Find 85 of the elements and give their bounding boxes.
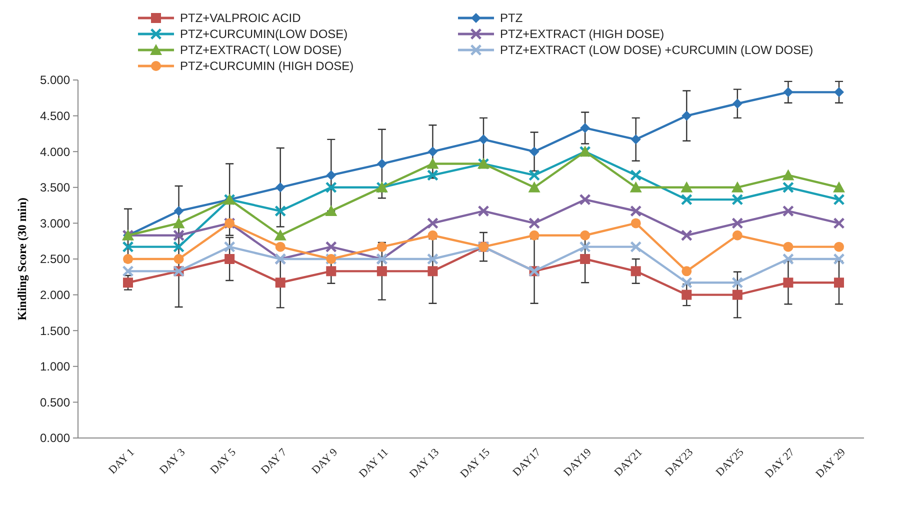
point [630, 266, 641, 276]
legend-label: PTZ+EXTRACT (HIGH DOSE) [500, 27, 664, 42]
point [478, 134, 488, 144]
y-axis-title: Kindling Score (30 min) [15, 198, 29, 320]
y-tick-label: 2.000 [40, 288, 70, 302]
point [834, 278, 844, 288]
point [123, 254, 133, 264]
point [580, 194, 591, 206]
point [630, 241, 642, 252]
point [732, 98, 742, 109]
y-tick-label: 3.000 [40, 216, 70, 230]
y-tick-label: 2.500 [40, 252, 70, 266]
point [172, 217, 185, 228]
point [478, 206, 489, 216]
point [529, 230, 540, 240]
point [834, 254, 844, 264]
point [782, 169, 794, 180]
point [173, 241, 184, 252]
point [580, 230, 590, 240]
point [275, 182, 286, 192]
point [427, 218, 438, 229]
y-tick-label: 5.000 [40, 73, 70, 88]
point [630, 170, 642, 181]
point [224, 254, 235, 264]
point [833, 181, 845, 192]
point [428, 230, 438, 240]
legend-label: PTZ+EXTRACT( LOW DOSE) [180, 43, 342, 58]
point [732, 290, 742, 300]
y-tick-label: 4.500 [40, 109, 70, 123]
point [376, 158, 387, 169]
point [732, 230, 742, 240]
point [123, 278, 133, 288]
point [426, 158, 439, 169]
y-tick-label: 1.500 [40, 324, 70, 338]
point [682, 110, 692, 121]
point [783, 242, 794, 252]
point [122, 266, 134, 277]
legend-label: PTZ+CURCUMIN(LOW DOSE) [180, 27, 348, 42]
legend-label: PTZ [500, 11, 523, 26]
point [630, 206, 642, 216]
point [325, 205, 338, 216]
point [275, 278, 286, 288]
point [580, 254, 590, 264]
point [630, 134, 641, 144]
legend-label: PTZ+CURCUMIN (HIGH DOSE) [180, 59, 354, 74]
point [326, 241, 337, 252]
point [680, 181, 693, 192]
point [122, 241, 134, 252]
point [274, 206, 286, 216]
point [528, 170, 540, 181]
point [630, 218, 641, 228]
point [275, 242, 286, 252]
point [529, 146, 540, 157]
point [428, 266, 438, 276]
y-tick-label: 4.000 [40, 144, 70, 159]
point [173, 230, 184, 241]
y-tick-label: 3.500 [40, 180, 70, 195]
point [731, 181, 744, 192]
point [732, 194, 743, 206]
point [274, 229, 286, 240]
point [783, 278, 794, 288]
point [630, 181, 642, 192]
point [174, 254, 184, 264]
legend-label: PTZ+VALPROIC ACID [180, 11, 302, 26]
point [834, 242, 844, 252]
point [834, 87, 844, 98]
point [782, 182, 794, 193]
point [834, 194, 844, 206]
point [326, 266, 336, 276]
point [682, 290, 692, 300]
point [580, 122, 590, 133]
point [376, 266, 387, 276]
point [528, 218, 540, 229]
point [376, 242, 387, 252]
point [428, 146, 438, 157]
y-tick-label: 0.500 [40, 395, 70, 410]
point [682, 266, 692, 276]
y-tick-label: 0.000 [40, 431, 70, 446]
point [174, 206, 184, 216]
point [326, 170, 336, 180]
legend-label: PTZ+EXTRACT (LOW DOSE) +CURCUMIN (LOW DOSE) [500, 43, 814, 58]
point [783, 87, 794, 98]
point [427, 170, 438, 181]
y-tick-label: 1.000 [40, 360, 70, 374]
point [528, 181, 540, 192]
